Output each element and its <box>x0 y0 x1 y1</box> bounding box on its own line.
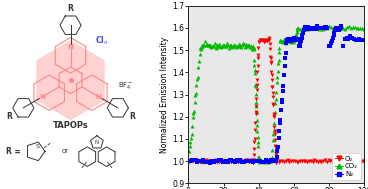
Text: R: R <box>68 4 74 13</box>
Text: Cl$_n$: Cl$_n$ <box>95 34 109 46</box>
Text: TAPOPs: TAPOPs <box>53 121 88 130</box>
Text: R: R <box>129 112 135 121</box>
Text: N: N <box>96 94 102 100</box>
Polygon shape <box>37 41 104 119</box>
Text: R =: R = <box>6 147 21 156</box>
Text: R: R <box>6 112 12 121</box>
Text: N: N <box>95 140 99 145</box>
Text: N: N <box>39 94 45 100</box>
Y-axis label: Normalized Emission Intensity: Normalized Emission Intensity <box>160 36 169 153</box>
Text: S: S <box>35 143 39 149</box>
Text: N: N <box>68 44 74 50</box>
Text: or: or <box>62 148 69 154</box>
Text: BF$_4^-$: BF$_4^-$ <box>118 80 134 91</box>
Legend: O₂, CO₂, N₂: O₂, CO₂, N₂ <box>332 153 361 180</box>
